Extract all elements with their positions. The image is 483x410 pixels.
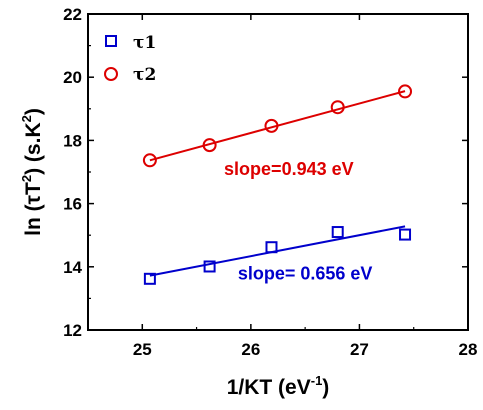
data-point-series-2 bbox=[202, 138, 217, 153]
legend-label-tau1: τ1 bbox=[133, 33, 156, 53]
data-points bbox=[142, 84, 413, 285]
data-point-series-1 bbox=[203, 260, 216, 273]
data-point-series-1 bbox=[143, 272, 156, 285]
data-point-series-2 bbox=[264, 118, 279, 133]
y-tick-label: 14 bbox=[63, 258, 82, 277]
y-axis-title: ln (τT2) (s.K2) bbox=[19, 108, 45, 236]
y-tick-label: 20 bbox=[63, 68, 82, 87]
x-tick-label: 26 bbox=[241, 340, 260, 359]
data-point-series-2 bbox=[142, 153, 157, 168]
legend-label-tau2: τ2 bbox=[133, 65, 156, 85]
legend-marker-tau2 bbox=[104, 67, 118, 81]
x-axis-title: 1/KT (eV-1) bbox=[227, 373, 330, 399]
axis-ticks: 25 26 27 28 12 14 16 18 20 22 bbox=[63, 5, 477, 359]
x-tick-label: 27 bbox=[350, 340, 369, 359]
slope-annotation-1: slope=0.943 eV bbox=[224, 159, 354, 179]
y-tick-label: 16 bbox=[63, 195, 82, 214]
legend-marker-tau1 bbox=[105, 35, 117, 47]
data-point-series-1 bbox=[399, 228, 412, 241]
data-point-series-1 bbox=[265, 241, 278, 254]
data-point-series-2 bbox=[398, 84, 413, 99]
x-tick-label: 28 bbox=[459, 340, 478, 359]
data-point-series-2 bbox=[330, 100, 345, 115]
y-tick-label: 12 bbox=[63, 321, 82, 340]
slope-annotation-2: slope= 0.656 eV bbox=[238, 263, 373, 283]
annotations: slope=0.943 eV slope= 0.656 eV bbox=[224, 159, 372, 283]
legend: τ1 τ2 bbox=[104, 33, 156, 85]
y-tick-label: 18 bbox=[63, 131, 82, 150]
y-tick-label: 22 bbox=[63, 5, 82, 24]
x-tick-label: 25 bbox=[133, 340, 152, 359]
data-point-series-1 bbox=[331, 226, 344, 239]
